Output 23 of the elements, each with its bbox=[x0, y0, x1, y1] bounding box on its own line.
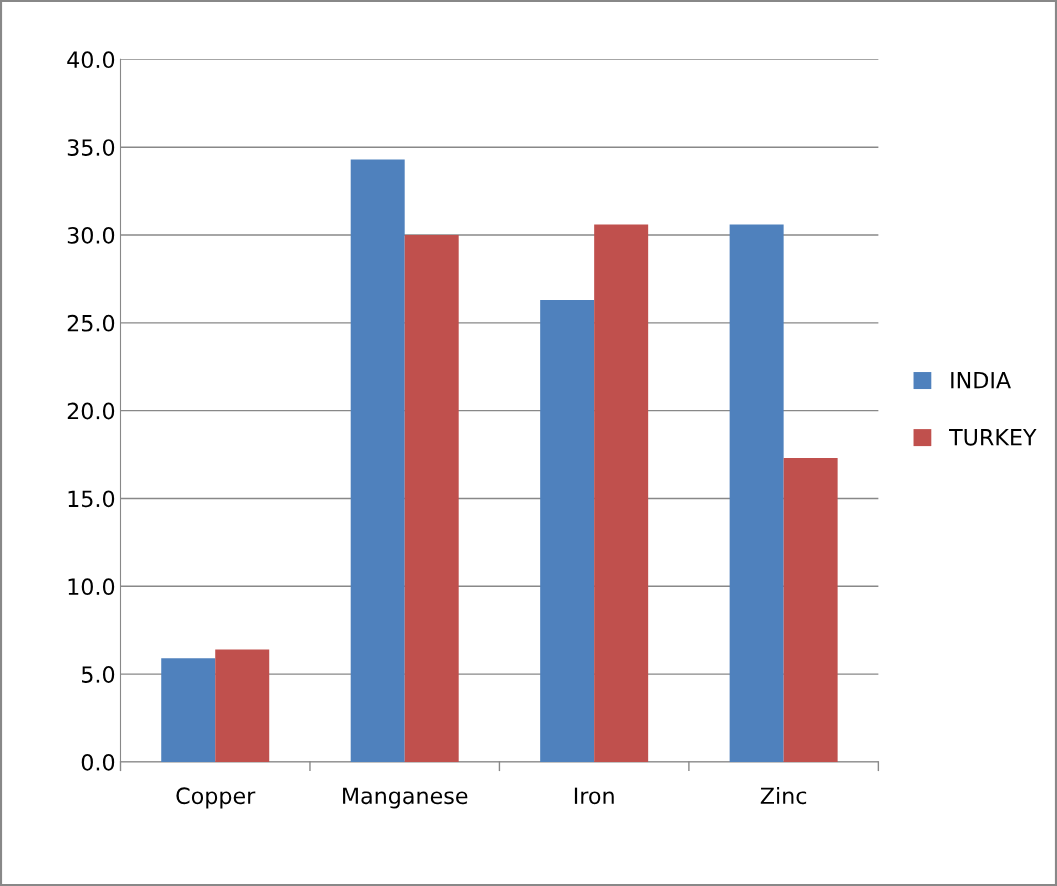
bar bbox=[783, 458, 838, 762]
bar bbox=[350, 159, 405, 762]
x-tick-label: Zinc bbox=[760, 786, 807, 805]
y-tick-label: 20.0 bbox=[67, 402, 115, 420]
y-tick-label: 40.0 bbox=[67, 51, 115, 69]
bar bbox=[215, 649, 270, 762]
bar bbox=[161, 658, 216, 762]
x-tick-label: Manganese bbox=[343, 787, 468, 809]
bar bbox=[594, 224, 649, 762]
bar bbox=[404, 235, 459, 762]
x-tick-label: Iron bbox=[574, 787, 614, 805]
y-tick-label: 0.0 bbox=[81, 753, 115, 771]
y-tick-label: 35.0 bbox=[67, 139, 115, 156]
y-tick-label: 5.0 bbox=[82, 666, 115, 683]
y-tick-label: 15.0 bbox=[68, 490, 115, 508]
y-tick-label: 30.0 bbox=[67, 226, 115, 244]
bar bbox=[540, 300, 595, 762]
y-tick-label: 10.0 bbox=[68, 578, 115, 596]
y-tick-label: 25.0 bbox=[67, 314, 115, 332]
bar bbox=[729, 224, 784, 762]
x-tick-label: Copper bbox=[176, 787, 256, 809]
legend-label: INDIA bbox=[951, 372, 1011, 389]
legend-label: TURKEY bbox=[949, 429, 1037, 446]
